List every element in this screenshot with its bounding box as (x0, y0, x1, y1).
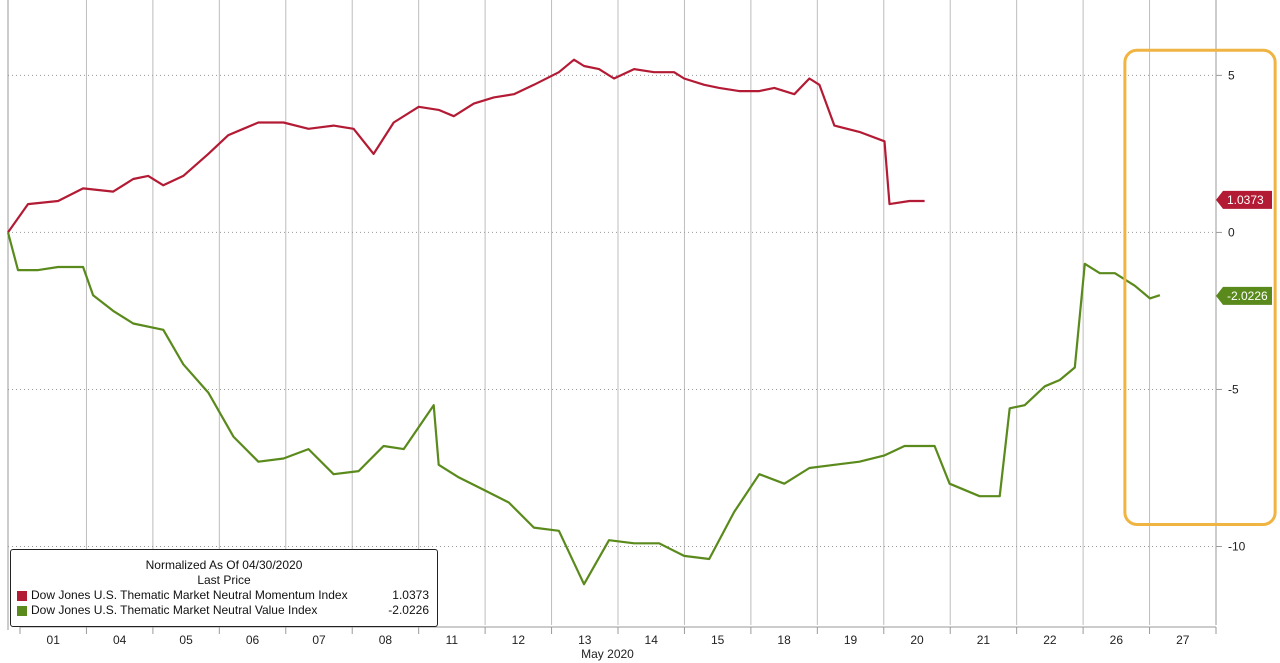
x-tick-label: 07 (312, 633, 326, 647)
legend: Normalized As Of 04/30/2020 Last Price D… (10, 549, 438, 627)
legend-row-value: Dow Jones U.S. Thematic Market Neutral V… (11, 603, 437, 618)
legend-value-momentum: 1.0373 (392, 588, 429, 602)
highlight-box-layer (1123, 48, 1277, 526)
x-tick-label: 19 (844, 633, 858, 647)
legend-row-momentum: Dow Jones U.S. Thematic Market Neutral M… (11, 588, 437, 603)
y-tick-label: -10 (1228, 539, 1246, 553)
x-tick-label: 01 (47, 633, 61, 647)
vertical-gridlines (85, 0, 1151, 625)
y-tick-label: 0 (1228, 225, 1235, 239)
last-value-tag-text: -2.0226 (1227, 289, 1268, 303)
x-tick-label: 11 (446, 633, 459, 647)
x-tick-label: 26 (1110, 633, 1124, 647)
x-tick-label: 22 (1043, 633, 1057, 647)
x-tick-label: 20 (910, 633, 924, 647)
legend-swatch-value (17, 606, 27, 616)
x-axis-title: May 2020 (581, 647, 634, 661)
last-value-tag-value: -2.0226 (1216, 286, 1272, 305)
y-tick-label: 5 (1228, 68, 1235, 82)
x-tick-label: 06 (246, 633, 260, 647)
last-value-tags: 1.0373 -2.0226 (1216, 190, 1272, 305)
x-tick-label: 27 (1176, 633, 1190, 647)
legend-value-value: -2.0226 (388, 603, 429, 617)
x-tick-label: 05 (179, 633, 193, 647)
y-axis-ticks: 5 0 -5 -10 (1216, 68, 1246, 553)
last-value-tag-text: 1.0373 (1227, 193, 1264, 207)
x-tick-label: 21 (977, 633, 991, 647)
last-value-tag-momentum: 1.0373 (1216, 190, 1272, 209)
x-tick-label: 04 (113, 633, 127, 647)
highlight-box (1123, 48, 1277, 526)
legend-label-momentum: Dow Jones U.S. Thematic Market Neutral M… (31, 588, 348, 602)
horizontal-gridlines (8, 74, 1216, 547)
series-line-momentum (7, 58, 925, 234)
legend-swatch-momentum (17, 591, 27, 601)
legend-header-last-price: Last Price (197, 573, 251, 587)
series-layer (6, 58, 1161, 586)
x-tick-label: 15 (711, 633, 725, 647)
x-tick-label: 18 (777, 633, 791, 647)
series-line-value (6, 232, 1161, 586)
x-tick-label: 14 (645, 633, 659, 647)
y-tick-label: -5 (1228, 382, 1239, 396)
legend-label-value: Dow Jones U.S. Thematic Market Neutral V… (31, 603, 318, 617)
legend-header-normalized: Normalized As Of 04/30/2020 (145, 558, 303, 572)
x-tick-label: 08 (379, 633, 393, 647)
x-axis-ticks: 01 04 05 06 07 08 11 12 13 14 15 18 19 20 21 22 26 27 (19, 627, 1217, 647)
x-tick-label: 12 (512, 633, 526, 647)
x-tick-label: 13 (578, 633, 592, 647)
